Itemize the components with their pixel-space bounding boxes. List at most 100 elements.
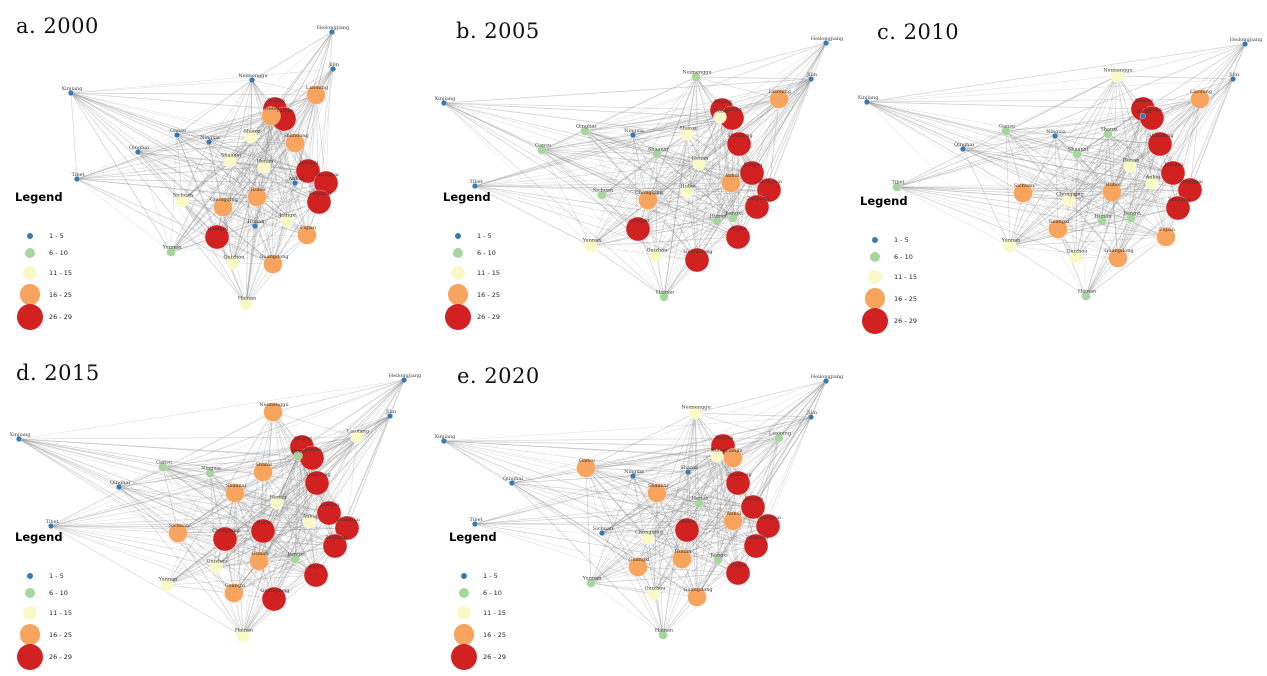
label-hunan: Hunan xyxy=(251,551,269,557)
label-jiangxi: Jiangxi xyxy=(278,213,297,219)
node-henan xyxy=(257,160,271,174)
legend-label: 11 - 15 xyxy=(894,272,918,281)
legend-swatch-cell xyxy=(860,308,890,334)
label-xinjiang: Xinjiang xyxy=(435,96,457,102)
legend-swatch-icon xyxy=(457,605,471,620)
node-henan xyxy=(270,496,284,510)
label-zhejiang: Zhejiang xyxy=(747,196,770,202)
node-henan xyxy=(692,157,706,171)
label-hainan: Hainan xyxy=(1078,288,1097,294)
node-hebei xyxy=(261,106,281,126)
label-shanxi: Shanxi xyxy=(679,126,697,132)
label-liaoning: Liaoning xyxy=(1190,89,1213,95)
node-labels: Heilongjiang Jilin Neimenggu Liaoning Xinjia… xyxy=(62,25,351,301)
label-fujian: Fujian xyxy=(300,225,317,231)
node-hainan xyxy=(658,630,668,640)
label-chongqing: Chongqing xyxy=(635,190,663,196)
node-sichuan xyxy=(175,194,189,208)
node-hebei xyxy=(293,451,303,461)
node-liaoning xyxy=(350,430,364,444)
legend-label: 16 - 25 xyxy=(483,630,507,639)
panel-title-2020: e. 2020 xyxy=(457,364,540,388)
legend-swatch-icon xyxy=(453,624,475,645)
node-hunan xyxy=(249,551,269,571)
node-heilongjiang xyxy=(822,39,830,47)
legend-item: 11 - 15 xyxy=(15,602,125,623)
legend-swatch-icon xyxy=(19,624,41,645)
legend-swatch-cell xyxy=(15,265,45,280)
label-hubei: Hubei xyxy=(1105,182,1121,188)
legend-title: Legend xyxy=(449,530,497,544)
label-jiangsu: Jiangsu xyxy=(743,162,764,168)
node-xinjiang xyxy=(67,89,75,97)
panel-title-2000: a. 2000 xyxy=(16,14,99,38)
label-hainan: Hainan xyxy=(656,289,675,295)
node-ningxia xyxy=(205,138,213,146)
label-jilin: Jilin xyxy=(1228,72,1240,78)
legend-swatch-cell xyxy=(15,304,45,330)
label-qinghai: Qinghai xyxy=(954,142,974,148)
node-jilin xyxy=(329,65,337,73)
node-shanxi xyxy=(244,130,258,144)
node-tibet xyxy=(47,522,55,530)
legend-swatch-cell xyxy=(443,248,473,258)
label-chongqing: Chongqing xyxy=(212,528,240,534)
label-hubei: Hubei xyxy=(250,187,266,193)
node-fujian xyxy=(297,225,317,245)
node-shandong xyxy=(725,470,751,496)
label-fujian: Fujian xyxy=(309,564,326,570)
legend-swatch-cell xyxy=(15,232,45,240)
node-jiangsu xyxy=(316,500,342,526)
label-beijing: Beijing xyxy=(294,436,313,442)
node-liaoning xyxy=(1190,89,1210,109)
network-panel-b: Heilongjiang Jilin Liaoning Neimenggu Xinjia… xyxy=(435,36,844,302)
nodes xyxy=(440,377,830,640)
label-hainan: Hainan xyxy=(238,296,257,302)
label-jilin: Jilin xyxy=(806,410,818,416)
node-hunan xyxy=(251,222,259,230)
label-shanxi: Shanxi xyxy=(1100,126,1118,132)
label-jiangxi: Jiangxi xyxy=(724,210,743,216)
node-shaanxi xyxy=(225,483,245,503)
node-shanghai xyxy=(756,177,782,203)
label-neimenggu: Neimenggu xyxy=(259,402,289,408)
legend-swatch-icon xyxy=(453,248,463,258)
node-ningxia xyxy=(629,472,637,480)
legend-title: Legend xyxy=(15,190,63,204)
node-ningxia xyxy=(205,468,215,478)
panel-title-2015: d. 2015 xyxy=(16,361,100,385)
label-hunan: Hunan xyxy=(1094,213,1112,219)
label-guangdong: Guangdong xyxy=(260,588,290,594)
node-shandong xyxy=(285,133,305,153)
node-zhejiang xyxy=(744,194,770,220)
label-henan: Henan xyxy=(1123,158,1141,164)
label-fujian: Fujian xyxy=(731,226,748,232)
legend-title: Legend xyxy=(860,194,908,208)
node-guizhou xyxy=(1069,250,1083,264)
label-zhejiang: Zhejiang xyxy=(325,535,348,541)
legend-swatch-cell xyxy=(449,624,479,645)
node-fujian xyxy=(303,562,329,588)
label-tianjin: Tianjin xyxy=(276,108,294,114)
node-hebei xyxy=(713,110,727,124)
node-jiangsu xyxy=(739,160,765,186)
label-qinghai: Qinghai xyxy=(503,476,523,482)
node-guangdong xyxy=(687,587,707,607)
legend-item: 6 - 10 xyxy=(449,584,559,602)
label-ningxia: Ningxia xyxy=(200,135,220,141)
node-tianjin xyxy=(723,448,743,468)
label-fujian: Fujian xyxy=(1159,227,1176,233)
legend-label: 11 - 15 xyxy=(477,268,501,277)
legend-item: 6 - 10 xyxy=(443,244,553,262)
label-liaoning: Liaoning xyxy=(347,429,370,435)
node-heilongjiang xyxy=(1241,40,1249,48)
label-xinjiang: Xinjiang xyxy=(435,434,457,440)
legend-swatch-icon xyxy=(868,269,882,284)
label-shanghai: Shanghai xyxy=(757,515,781,521)
node-shanxi xyxy=(253,462,273,482)
label-gansu: Gansu xyxy=(535,142,552,148)
legend-item: 16 - 25 xyxy=(443,283,553,306)
label-neimenggu: Neimenggu xyxy=(238,73,268,79)
label-shandong: Shandong xyxy=(727,133,753,139)
node-tibet xyxy=(471,182,479,190)
